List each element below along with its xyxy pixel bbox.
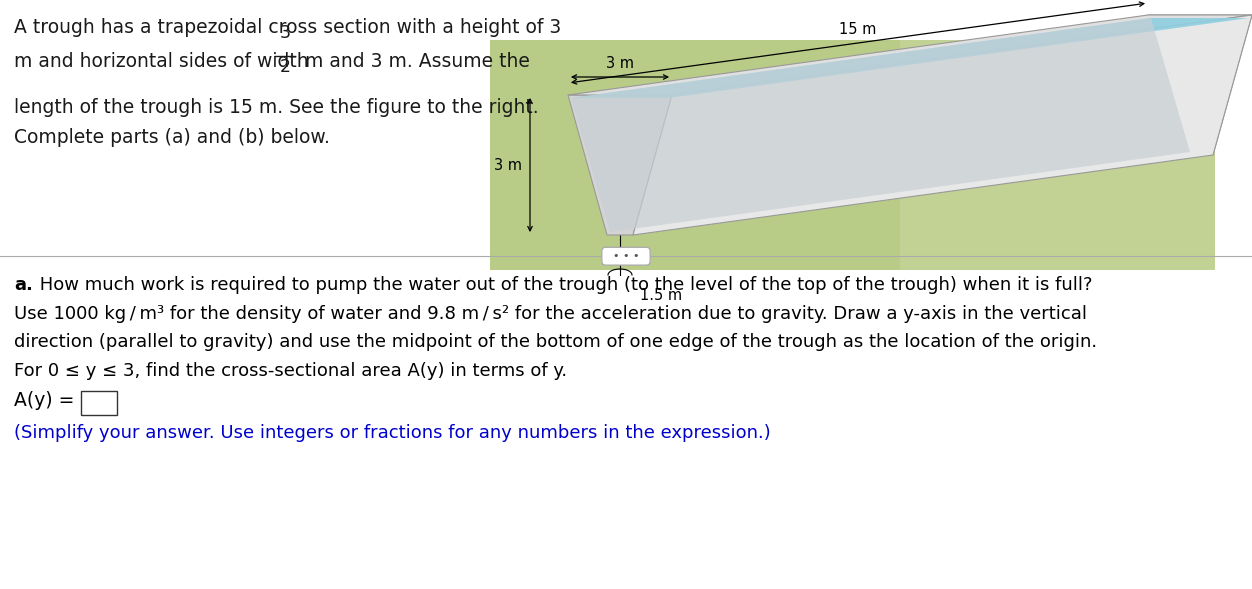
Text: 2: 2 [279, 58, 290, 76]
Polygon shape [568, 15, 1252, 95]
Polygon shape [1148, 15, 1252, 155]
Text: 3 m: 3 m [495, 157, 522, 173]
Text: m and 3 m. Assume the: m and 3 m. Assume the [299, 52, 530, 71]
Polygon shape [900, 40, 1214, 270]
Polygon shape [571, 18, 1189, 232]
Text: 1.5 m: 1.5 m [640, 287, 682, 303]
Text: Complete parts (a) and (b) below.: Complete parts (a) and (b) below. [14, 128, 329, 147]
Polygon shape [490, 40, 1214, 270]
Text: Use 1000 kg / m³ for the density of water and 9.8 m / s² for the acceleration du: Use 1000 kg / m³ for the density of wate… [14, 305, 1087, 323]
Polygon shape [571, 18, 1249, 98]
Text: A(y) =: A(y) = [14, 391, 74, 409]
Text: A trough has a trapezoidal cross section with a height of 3: A trough has a trapezoidal cross section… [14, 18, 561, 37]
Text: 15 m: 15 m [839, 22, 876, 37]
Text: m and horizontal sides of width: m and horizontal sides of width [14, 52, 314, 71]
Text: direction (parallel to gravity) and use the midpoint of the bottom of one edge o: direction (parallel to gravity) and use … [14, 333, 1097, 352]
Text: (Simplify your answer. Use integers or fractions for any numbers in the expressi: (Simplify your answer. Use integers or f… [14, 425, 771, 442]
Text: • • •: • • • [606, 252, 646, 261]
Text: a.: a. [14, 276, 33, 294]
Text: For 0 ≤ y ≤ 3, find the cross-sectional area A(y) in terms of y.: For 0 ≤ y ≤ 3, find the cross-sectional … [14, 362, 567, 380]
FancyBboxPatch shape [81, 391, 116, 415]
Text: 3: 3 [279, 24, 290, 42]
Text: 3 m: 3 m [606, 55, 634, 71]
Text: How much work is required to pump the water out of the trough (to the level of t: How much work is required to pump the wa… [34, 276, 1093, 294]
Polygon shape [634, 15, 1252, 235]
Text: length of the trough is 15 m. See the figure to the right.: length of the trough is 15 m. See the fi… [14, 98, 538, 117]
Polygon shape [568, 95, 672, 235]
